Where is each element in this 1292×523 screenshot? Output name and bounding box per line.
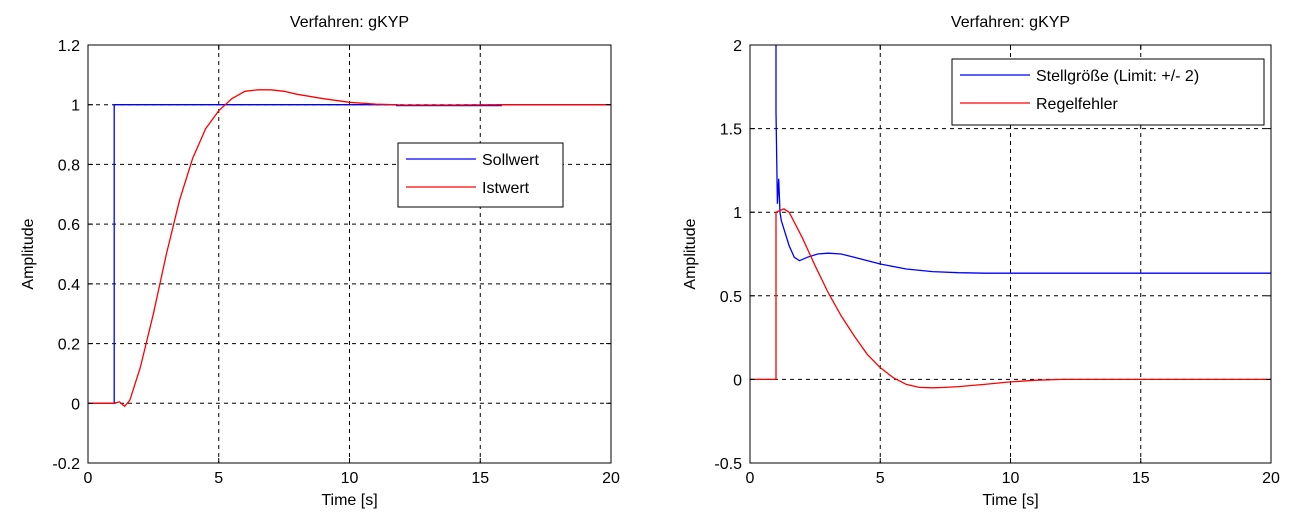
series-line-1 [775, 45, 1271, 274]
legend-label-1: Stellgröße (Limit: +/- 2) [1036, 68, 1199, 85]
x-tick-label: 5 [876, 470, 885, 487]
x-tick-label: 15 [1132, 470, 1150, 487]
series-group [750, 45, 1271, 389]
y-tick-label: -0.2 [52, 456, 80, 473]
x-tick-label: 20 [602, 470, 620, 487]
y-tick-label: 2 [733, 38, 742, 55]
x-tick-label: 5 [214, 470, 223, 487]
x-tick-label: 0 [84, 470, 93, 487]
y-tick-label: 1 [71, 98, 80, 115]
y-tick-label: 0.4 [58, 277, 80, 294]
legend: Sollwert Istwert [397, 142, 564, 208]
legend-label-2: Regelfehler [1036, 96, 1119, 113]
y-tick-label: 1.2 [58, 38, 80, 55]
series-line-2 [88, 89, 611, 408]
x-tick-label: 20 [1262, 470, 1280, 487]
x-axis-label: Time [s] [982, 492, 1038, 509]
y-tick-label: 0.8 [58, 157, 80, 174]
y-tick-label: 0.5 [720, 289, 742, 306]
y-tick-label: -0.5 [714, 456, 742, 473]
x-tick-label: 0 [746, 470, 755, 487]
y-tick-label: 1 [733, 205, 742, 222]
y-tick-label: 0.6 [58, 217, 80, 234]
legend-label-2: Istwert [482, 180, 530, 197]
series-line-2 [750, 208, 1271, 389]
series-group [88, 89, 611, 408]
x-axis-label: Time [s] [321, 492, 377, 509]
x-tick-label: 10 [341, 470, 359, 487]
legend-box [951, 58, 1265, 126]
y-tick-label: 1.5 [720, 122, 742, 139]
legend-box [397, 142, 564, 208]
chart-title: Verfahren: gKYP [290, 14, 409, 31]
legend: Stellgröße (Limit: +/- 2) Regelfehler [951, 58, 1265, 126]
x-tick-label: 10 [1002, 470, 1020, 487]
y-tick-label: 0 [733, 372, 742, 389]
chart-setpoint-response: 0 5 10 15 20-0.200.20.40.60.811.2Verfahren: … [20, 14, 620, 509]
chart-title: Verfahren: gKYP [951, 14, 1070, 31]
y-axis-label: Amplitude [682, 218, 699, 289]
y-tick-label: 0 [71, 396, 80, 413]
legend-label-1: Sollwert [482, 152, 539, 169]
y-tick-label: 0.2 [58, 337, 80, 354]
x-tick-label: 15 [471, 470, 489, 487]
y-axis-label: Amplitude [20, 218, 37, 289]
